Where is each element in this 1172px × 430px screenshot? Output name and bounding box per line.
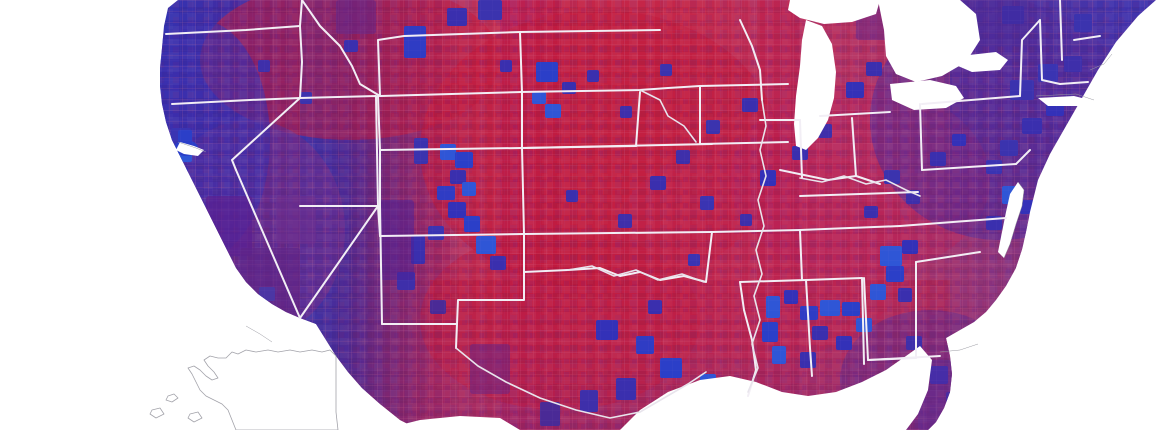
lake-ontario bbox=[958, 52, 1008, 72]
san-francisco-bay bbox=[176, 142, 204, 156]
coastline-layer bbox=[177, 53, 1113, 353]
state-border-layer bbox=[165, 0, 1101, 397]
chesapeake-bay bbox=[998, 182, 1024, 258]
missouri-river bbox=[639, 89, 697, 143]
lake-michigan bbox=[794, 20, 836, 150]
ohio-river bbox=[799, 175, 921, 197]
gulf-texas-coast bbox=[380, 416, 520, 430]
river-border-layer bbox=[455, 89, 921, 419]
alaska-inset[interactable] bbox=[149, 349, 339, 430]
atlantic-ocean bbox=[940, 0, 1172, 430]
rio-grande bbox=[455, 347, 707, 419]
red-river bbox=[567, 265, 705, 283]
lake-huron bbox=[878, 0, 980, 82]
gulf-of-mexico bbox=[620, 346, 932, 430]
alaska-outline bbox=[187, 349, 339, 430]
aleutian-island-c bbox=[187, 411, 203, 423]
aleutian-island-a bbox=[165, 393, 179, 403]
mississippi-river bbox=[747, 99, 767, 393]
aleutian-island-b bbox=[149, 407, 165, 419]
lake-superior bbox=[788, 0, 880, 24]
pacific-ocean bbox=[0, 0, 356, 430]
long-island-sound bbox=[1038, 96, 1090, 106]
